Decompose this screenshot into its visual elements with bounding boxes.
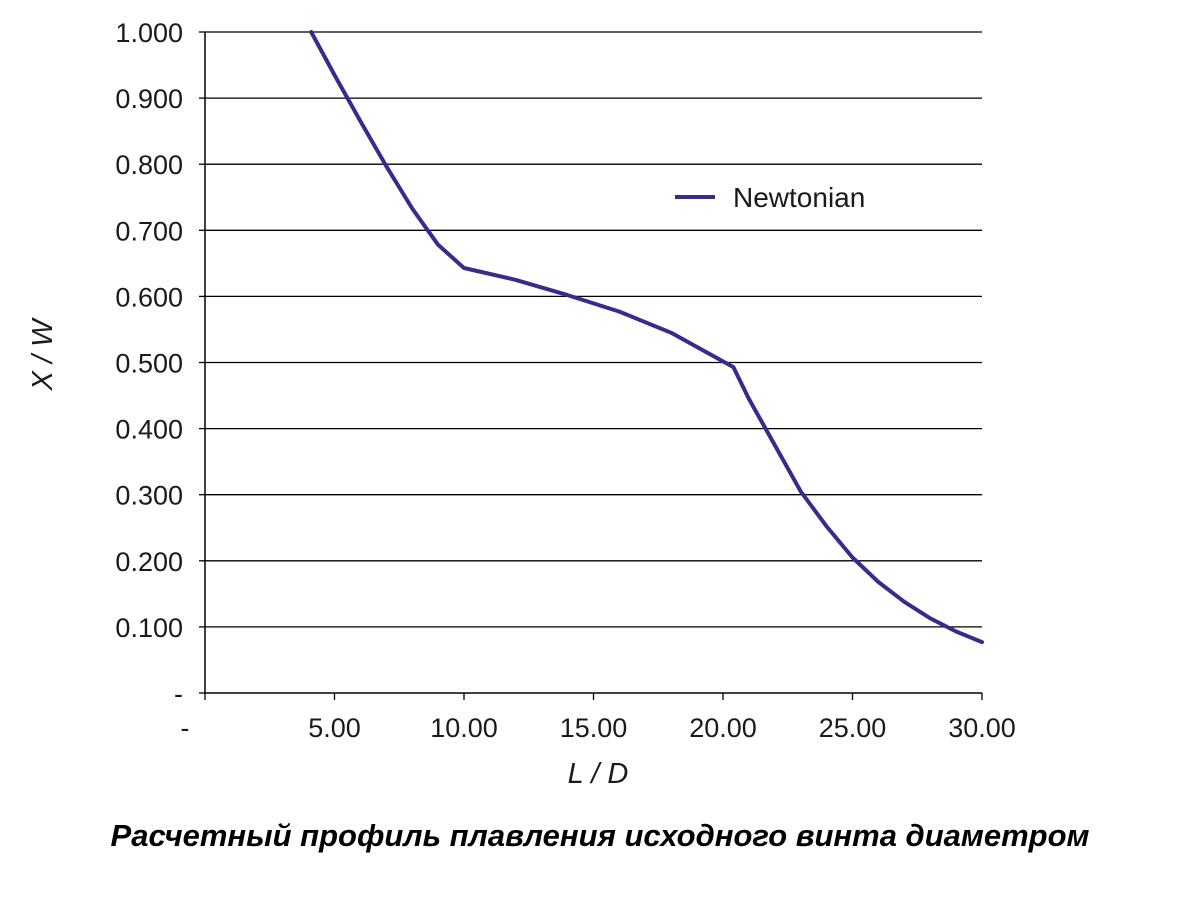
chart: - 0.100 0.200 0.300 0.400 0.500 0.600 0.700 0.80… [27, 18, 1016, 790]
grid-lines [205, 31, 982, 628]
y-tick-label: 0.200 [115, 547, 183, 577]
x-tick-label: 20.00 [689, 713, 757, 743]
y-tick-label: 0.400 [115, 415, 183, 445]
y-tick-label: 0.500 [115, 349, 183, 379]
x-tick-label: 15.00 [560, 713, 628, 743]
y-tick-label: 0.100 [115, 613, 183, 643]
x-axis-label: L / D [568, 758, 629, 790]
x-tick-labels: - 5.00 10.00 15.00 20.00 25.00 30.00 [181, 713, 1016, 743]
x-tick-label: 10.00 [430, 713, 498, 743]
y-tick-label: 0.300 [115, 481, 183, 511]
figure-caption: Расчетный профиль плавления исходного ви… [110, 818, 1090, 853]
series-group [309, 30, 984, 645]
x-tick-label: 25.00 [819, 713, 887, 743]
y-axis-label: X / W [27, 317, 59, 392]
x-tick-label: 30.00 [948, 713, 1016, 743]
y-tick-label: 0.800 [115, 150, 183, 180]
y-tick-label: 1.000 [115, 18, 183, 48]
y-tick-label: 0.900 [115, 84, 183, 114]
axes [199, 31, 983, 700]
x-tick-label: 5.00 [308, 713, 361, 743]
x-tick-label: - [181, 713, 190, 743]
y-tick-labels: - 0.100 0.200 0.300 0.400 0.500 0.600 0.700 0.80… [115, 18, 183, 709]
legend-label-newtonian: Newtonian [733, 182, 865, 213]
y-tick-label: - [174, 679, 183, 709]
series-line-newtonian [309, 30, 984, 645]
legend: Newtonian [675, 182, 865, 213]
y-tick-label: 0.700 [115, 216, 183, 246]
y-tick-label: 0.600 [115, 282, 183, 312]
